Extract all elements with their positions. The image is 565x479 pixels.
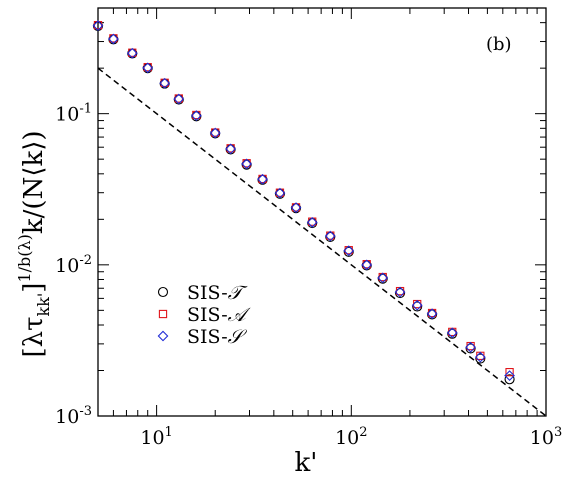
data-point-diamond <box>190 110 202 122</box>
y-axis-ticks: 10-310-210-1 <box>55 7 546 428</box>
series-diamond <box>92 20 515 381</box>
legend-label-prefix: SIS- <box>187 304 228 326</box>
data-point-diamond <box>173 93 185 105</box>
data-layer <box>92 20 515 385</box>
data-point-circle <box>343 246 354 257</box>
data-point-diamond <box>411 299 423 311</box>
x-tick-label: 101 <box>140 425 172 449</box>
plot-frame <box>97 7 547 417</box>
y-tick-label: 10-1 <box>55 102 92 126</box>
y-tick-base: 10 <box>55 104 79 126</box>
series-square <box>93 21 514 377</box>
y-tick-exponent: -1 <box>79 102 92 117</box>
data-point-diamond <box>159 77 171 89</box>
reference-line-layer <box>97 67 547 417</box>
panel-label: (b) <box>486 34 512 55</box>
data-point-diamond <box>324 230 336 242</box>
y-tick-exponent: -2 <box>79 253 92 268</box>
y-label-superscript: 1/b(λ) <box>15 234 34 282</box>
plot-border <box>97 7 547 417</box>
legend-label-prefix: SIS- <box>187 282 228 304</box>
x-tick-exponent: 3 <box>554 425 562 440</box>
y-tick-base: 10 <box>55 406 79 428</box>
legend-label-script: 𝒮 <box>228 326 248 348</box>
data-point-circle <box>504 374 515 385</box>
y-tick-label: 10-3 <box>55 404 92 428</box>
x-tick-exponent: 1 <box>165 425 173 440</box>
x-tick-exponent: 2 <box>359 425 367 440</box>
x-tick-base: 10 <box>530 427 554 449</box>
data-point-diamond <box>209 127 221 139</box>
data-point-diamond <box>377 272 389 284</box>
reference-dashed-line <box>97 67 547 417</box>
y-tick-base: 10 <box>55 255 79 277</box>
x-tick-label: 103 <box>530 425 562 449</box>
data-point-diamond <box>257 173 268 185</box>
data-point-circle <box>395 288 406 299</box>
y-tick-exponent: -3 <box>79 404 92 419</box>
data-point-diamond <box>126 47 138 59</box>
data-point-diamond <box>225 143 237 155</box>
data-point-diamond <box>446 327 458 339</box>
data-point-diamond <box>142 62 154 74</box>
legend-label: SIS-𝒮 <box>187 326 248 348</box>
data-point-diamond <box>108 33 119 45</box>
data-point-circle <box>475 353 486 364</box>
data-point-circle <box>412 301 423 312</box>
data-point-diamond <box>474 351 486 363</box>
legend-label: SIS-𝒜 <box>187 304 252 326</box>
x-axis-label: k' <box>295 448 318 478</box>
data-point-diamond <box>274 187 286 199</box>
y-label-rest: k/(N⟨k⟩) <box>19 131 49 235</box>
x-tick-base: 10 <box>335 427 359 449</box>
legend-label-script: 𝒜 <box>228 304 252 326</box>
data-point-diamond <box>92 20 104 32</box>
y-label-subscript: kk' <box>34 293 53 317</box>
data-point-circle <box>447 328 458 339</box>
legend-label-prefix: SIS- <box>187 326 228 348</box>
y-tick-label: 10-2 <box>55 253 92 277</box>
data-point-diamond <box>465 341 476 353</box>
legend-label: SIS-𝒯 <box>187 282 248 304</box>
data-point-diamond <box>290 202 302 214</box>
data-point-circle <box>465 343 476 354</box>
y-axis-label: [λτkk']1/b(λ)k/(N⟨k⟩) <box>15 131 53 358</box>
x-axis-ticks: 101 102 103 <box>97 8 562 449</box>
data-point-diamond <box>306 216 318 228</box>
y-label-open: [λτ <box>19 316 49 357</box>
data-point-diamond <box>361 259 373 271</box>
data-point-diamond <box>394 286 406 298</box>
data-point-diamond <box>343 245 355 257</box>
data-point-diamond <box>426 308 438 320</box>
legend-marker-diamond <box>157 330 169 342</box>
legend-marker-circle <box>157 286 169 298</box>
y-label-close: ] <box>19 283 49 293</box>
data-point-diamond <box>241 158 253 170</box>
legend-marker-square <box>158 309 168 319</box>
x-tick-label: 102 <box>335 425 367 449</box>
data-point-square <box>505 368 514 377</box>
data-point-diamond <box>504 370 515 381</box>
x-tick-base: 10 <box>140 427 164 449</box>
legend-label-script: 𝒯 <box>228 282 248 304</box>
